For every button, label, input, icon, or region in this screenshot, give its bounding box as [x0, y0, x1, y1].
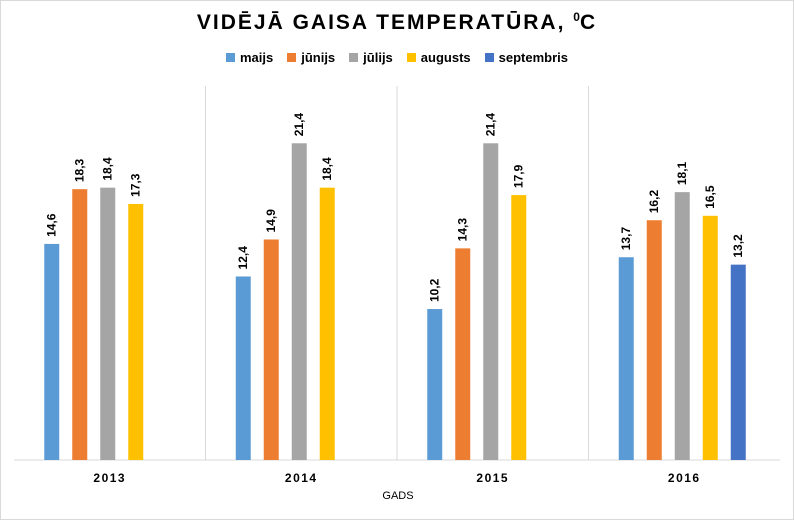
data-label: 12,4 [236, 246, 250, 270]
bar-jūlijs-2016 [674, 192, 690, 460]
bar-augusts-2014 [319, 187, 335, 460]
chart-title-unit: C [579, 11, 598, 34]
legend-label: septembris [498, 50, 569, 65]
data-label: 18,3 [73, 158, 87, 182]
legend-swatch [406, 53, 416, 62]
bar-jūlijs-2013 [100, 187, 116, 460]
bar-jūnijs-2015 [455, 248, 471, 460]
bar-jūnijs-2014 [263, 239, 279, 460]
data-label: 18,1 [675, 161, 689, 185]
bar-jūnijs-2013 [72, 189, 88, 460]
bar-augusts-2015 [511, 195, 527, 460]
data-label: 14,6 [45, 213, 59, 237]
data-label: 18,4 [320, 157, 334, 181]
legend-swatch [484, 53, 494, 62]
data-label: 13,2 [731, 234, 745, 258]
legend-item-maijs: maijs [225, 50, 274, 65]
chart-title-unit-sup: 0 [573, 10, 580, 24]
bar-maijs-2015 [427, 309, 443, 460]
legend-item-septembris: septembris [484, 50, 569, 65]
legend-item-jūlijs: jūlijs [349, 50, 393, 65]
legend-item-jūnijs: jūnijs [287, 50, 335, 65]
bar-maijs-2016 [618, 257, 634, 460]
chart-legend: maijs jūnijs jūlijs augusts septembris [0, 50, 794, 65]
legend-label: maijs [239, 50, 274, 65]
x-tick-label: 2015 [476, 471, 509, 485]
legend-swatch [287, 53, 297, 62]
bar-jūlijs-2015 [483, 143, 499, 460]
x-tick-label: 2014 [285, 471, 318, 485]
chart-title-text: VIDĒJĀ GAISA TEMPERATŪRA, [196, 11, 574, 34]
x-axis-title: GADS [382, 490, 413, 502]
bar-augusts-2013 [128, 203, 144, 460]
bar-augusts-2016 [702, 215, 718, 460]
bar-maijs-2013 [44, 243, 60, 460]
data-label: 13,7 [619, 227, 633, 251]
data-label: 16,2 [647, 190, 661, 214]
bar-jūnijs-2016 [646, 220, 662, 460]
data-label: 18,4 [101, 157, 115, 181]
x-tick-label: 2016 [668, 471, 701, 485]
data-label: 21,4 [292, 113, 306, 137]
data-label: 17,9 [512, 164, 526, 188]
data-label: 16,5 [703, 185, 717, 209]
legend-swatch [225, 53, 235, 62]
legend-label: jūnijs [301, 50, 336, 65]
legend-label: jūlijs [363, 50, 393, 65]
data-label: 21,4 [484, 113, 498, 137]
data-label: 14,9 [264, 209, 278, 233]
data-label: 17,3 [129, 173, 143, 197]
bar-septembris-2016 [730, 264, 746, 460]
data-label: 14,3 [456, 218, 470, 242]
bar-maijs-2014 [235, 276, 251, 460]
legend-label: augusts [420, 50, 471, 65]
legend-swatch [349, 53, 359, 62]
bar-jūlijs-2014 [291, 143, 307, 460]
legend-item-augusts: augusts [406, 50, 471, 65]
data-label: 10,2 [428, 278, 442, 302]
chart-title: VIDĒJĀ GAISA TEMPERATŪRA, 0C [0, 10, 794, 35]
x-tick-label: 2013 [93, 471, 126, 485]
